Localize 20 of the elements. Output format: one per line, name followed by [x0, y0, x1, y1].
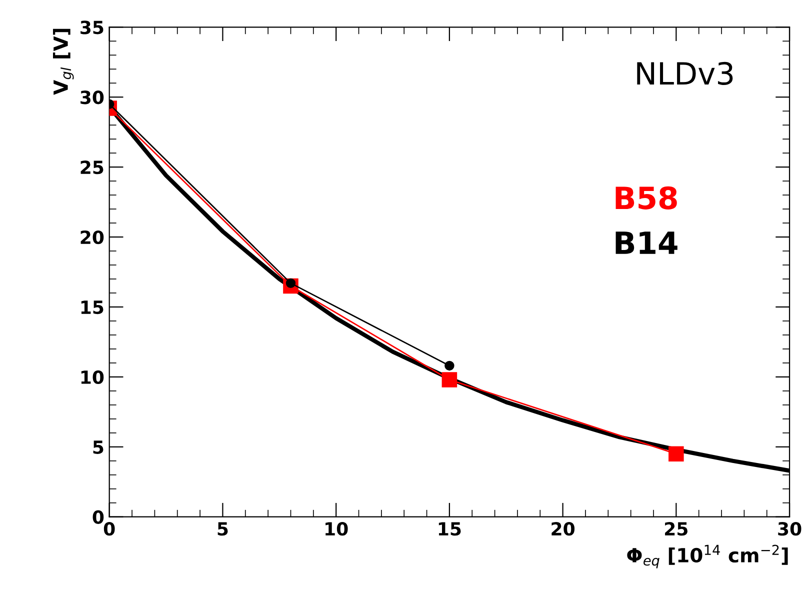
text: B14 [616, 232, 678, 254]
y-tick-label: 35 [80, 20, 104, 34]
y-tick-label: 10 [81, 370, 104, 384]
x-axis-title: Φ$_{eq}$ [10$^{14}$ cm$^{−2}$] [627, 544, 788, 568]
y-tick-label: 0 [92, 510, 104, 524]
y-tick-label: 5 [93, 440, 104, 454]
annotation: NLDv3 [637, 62, 733, 85]
text: B58 [616, 186, 677, 210]
x-tick-label: 30 [778, 522, 802, 536]
x-tick-label: 10 [326, 522, 348, 536]
y-tick-label: 30 [80, 90, 104, 104]
y-tick-label: 25 [80, 160, 104, 174]
x-tick-label: 0 [104, 522, 115, 536]
x-tick-label: 20 [552, 522, 574, 536]
x-tick-label: 15 [438, 522, 461, 536]
x-tick-label: 5 [218, 522, 228, 536]
y-axis-title: V$_{gl}$ [V] [52, 28, 74, 95]
y-tick-label: 15 [81, 300, 104, 314]
y-tick-label: 20 [80, 230, 104, 244]
x-tick-label: 25 [665, 522, 688, 536]
